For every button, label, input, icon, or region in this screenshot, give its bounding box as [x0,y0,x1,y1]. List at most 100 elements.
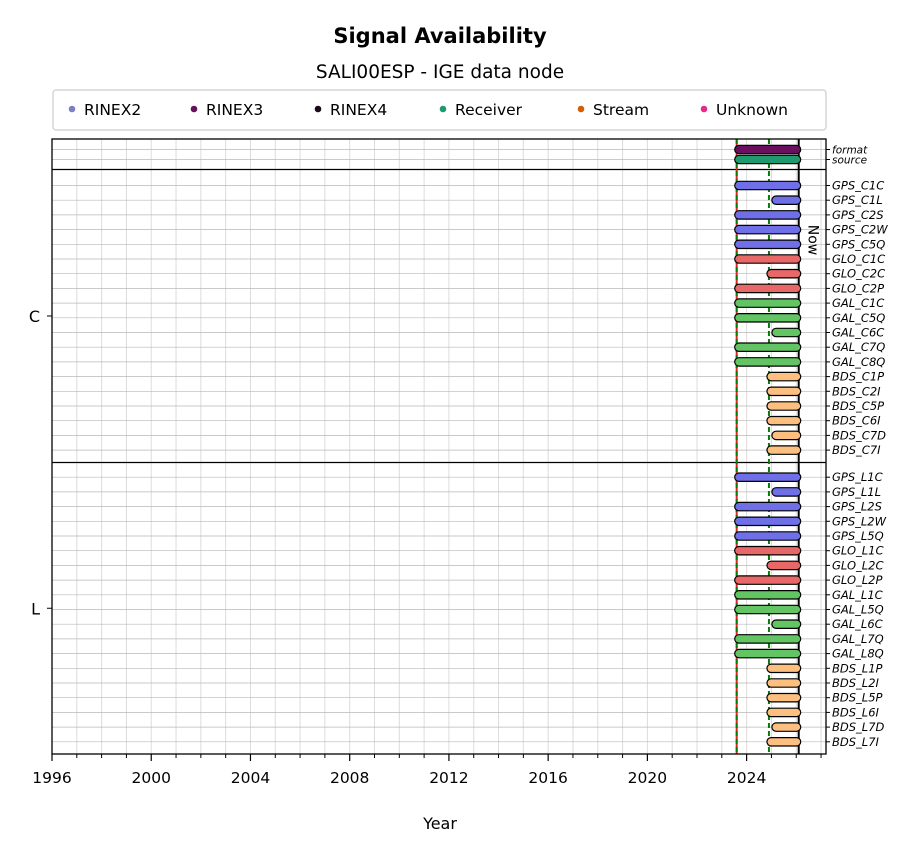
row-label-GLO_C1C: GLO_C1C [832,252,885,266]
bar-GPS_L1C [734,472,802,482]
bar-BDS_C7I [766,445,802,455]
x-tick-label-2000: 2000 [132,769,171,787]
bar-GPS_L2S [734,501,802,512]
now-label: Now [805,225,821,256]
bar-GPS_L2W [734,516,802,527]
bar-GPS_L1L [771,487,802,497]
row-label-GPS_C2W: GPS_C2W [832,223,888,237]
legend-label-stream: Stream [593,101,649,119]
row-label-GPS_L1L: GPS_L1L [832,485,881,499]
legend-label-rinex4: RINEX4 [330,101,387,119]
legend-marker-receiver [439,105,447,113]
legend-label-receiver: Receiver [455,101,523,119]
row-label-GPS_L1C: GPS_L1C [832,470,883,484]
x-tick-label-2004: 2004 [231,769,270,787]
bar-BDS_C1P [766,371,802,382]
x-axis-label: Year [422,814,457,833]
bar-GPS_C1C [734,180,802,191]
row-label-GLO_C2C: GLO_C2C [832,267,885,281]
row-label-GPS_L5Q: GPS_L5Q [832,529,884,543]
legend-marker-rinex2 [68,105,76,113]
legend-label-rinex3: RINEX3 [206,101,263,119]
row-label-GPS_L2S: GPS_L2S [832,500,882,514]
bar-BDS_L5P [766,692,802,703]
row-label-GPS_C1C: GPS_C1C [832,179,884,193]
bar-GAL_C5Q [734,313,802,323]
row-label-BDS_L2I: BDS_L2I [832,676,880,690]
bar-source [734,154,802,165]
row-label-BDS_L6I: BDS_L6I [832,705,880,719]
bar-GLO_C1C [734,254,802,264]
row-label-GAL_L1C: GAL_L1C [832,588,883,602]
row-label-GAL_C6C: GAL_C6C [832,326,884,340]
bar-GAL_C7Q [734,342,802,352]
row-label-BDS_L5P: BDS_L5P [832,691,883,705]
row-label-BDS_C7D: BDS_C7D [832,428,886,442]
row-label-BDS_C6I: BDS_C6I [832,414,881,428]
bar-GAL_L7Q [734,634,802,644]
bar-GPS_C1L [771,195,802,205]
row-label-GAL_C1C: GAL_C1C [832,296,884,310]
group-label-C: C [29,307,40,326]
row-label-GAL_L8Q: GAL_L8Q [832,647,884,661]
bar-GAL_C6C [771,327,802,338]
row-label-GLO_L2C: GLO_L2C [832,558,884,572]
row-label-GAL_L5Q: GAL_L5Q [832,603,884,617]
row-label-BDS_L1P: BDS_L1P [832,661,883,675]
bar-GLO_C2P [734,283,802,294]
row-label-GAL_L6C: GAL_L6C [832,617,883,631]
bar-BDS_L7D [771,722,802,732]
x-tick-label-2012: 2012 [429,769,468,787]
row-label-GPS_C5Q: GPS_C5Q [832,237,885,251]
bar-BDS_C2I [766,386,802,397]
plot-background [52,139,826,754]
row-label-BDS_L7D: BDS_L7D [832,720,885,734]
bar-BDS_C5P [766,401,802,411]
row-label-BDS_C2I: BDS_C2I [832,384,881,398]
bar-GAL_L6C [771,619,802,629]
plot-frame [51,138,827,755]
row-label-BDS_C1P: BDS_C1P [832,370,884,384]
bar-GLO_L2P [734,575,802,585]
bar-GPS_L5Q [734,531,802,541]
row-label-format: format [832,145,868,157]
bar-BDS_L1P [766,663,802,674]
legend-box [52,89,827,131]
row-label-GAL_C5Q: GAL_C5Q [832,311,885,325]
bar-BDS_C6I [766,415,802,426]
row-label-source: source [832,155,867,167]
legend-label-unknown: Unknown [716,101,788,119]
row-label-GAL_C8Q: GAL_C8Q [832,355,885,369]
x-tick-label-2016: 2016 [528,769,567,787]
bar-GPS_C2W [734,224,802,235]
legend-label-rinex2: RINEX2 [84,101,141,119]
bar-GAL_L1C [734,589,802,600]
bar-BDS_C7D [771,430,802,441]
bar-GAL_L5Q [734,604,802,615]
row-label-GLO_C2P: GLO_C2P [832,281,884,295]
x-tick-label-2008: 2008 [330,769,369,787]
legend-marker-stream [577,105,585,113]
row-label-BDS_L7I: BDS_L7I [832,735,880,749]
row-label-GPS_L2W: GPS_L2W [832,514,887,528]
legend: RINEX2 RINEX3 RINEX4 Receiver Stream Unknown [52,89,827,131]
row-label-GLO_L1C: GLO_L1C [832,544,884,558]
bar-GAL_C8Q [734,357,802,367]
x-tick-label-1996: 1996 [32,769,71,787]
x-tick-label-2020: 2020 [628,769,667,787]
bar-BDS_L7I [766,736,802,747]
x-tick-label-2024: 2024 [727,769,766,787]
row-label-BDS_C5P: BDS_C5P [832,399,884,413]
legend-marker-rinex3 [190,105,198,113]
bar-GAL_L8Q [734,648,802,659]
bar-GAL_C1C [734,298,802,308]
row-label-GPS_C2S: GPS_C2S [832,208,884,222]
group-label-L: L [31,599,40,618]
bar-BDS_L6I [766,707,802,718]
chart-title: Signal Availability [333,24,547,48]
bar-GLO_L2C [766,560,802,571]
bar-BDS_L2I [766,678,802,688]
row-label-BDS_C7I: BDS_C7I [832,443,881,457]
row-label-GAL_L7Q: GAL_L7Q [832,632,884,646]
